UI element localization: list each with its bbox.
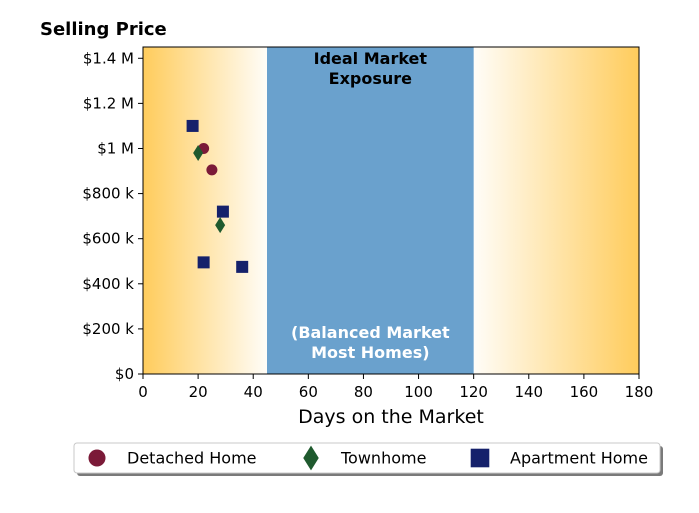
x-tick-label: 40 xyxy=(244,383,263,401)
band-rect xyxy=(267,47,474,374)
data-point xyxy=(206,164,218,176)
data-point xyxy=(197,256,210,269)
legend-label: Apartment Home xyxy=(510,449,648,468)
x-tick-label: 60 xyxy=(299,383,318,401)
background-gradient-right xyxy=(473,47,639,374)
band-label-bottom-line: (Balanced Market xyxy=(291,323,450,342)
plot-background xyxy=(143,47,639,374)
x-tick-label: 180 xyxy=(625,383,654,401)
x-tick-label: 120 xyxy=(459,383,488,401)
band-label-top-line: Ideal Market xyxy=(314,49,428,68)
legend-marker xyxy=(470,448,490,468)
data-point xyxy=(215,217,226,234)
background-gradient-left xyxy=(143,47,267,374)
x-tick-label: 80 xyxy=(354,383,373,401)
x-tick-label: 140 xyxy=(514,383,543,401)
y-tick-label: $0 xyxy=(115,365,134,383)
x-tick-label: 0 xyxy=(138,383,148,401)
legend-marker xyxy=(88,449,106,467)
x-axis: 0 20 40 60 80 100 120 140 160 180 xyxy=(138,374,653,401)
data-point xyxy=(236,260,249,273)
legend-label: Detached Home xyxy=(127,449,257,468)
y-tick-label: $1.4 M xyxy=(83,49,134,67)
data-point xyxy=(186,119,199,132)
y-tick-label: $1.2 M xyxy=(83,94,134,112)
x-tick-label: 160 xyxy=(570,383,599,401)
legend-label: Townhome xyxy=(340,449,426,468)
data-point xyxy=(193,144,204,161)
x-axis-title: Days on the Market xyxy=(298,406,484,428)
plot-frame xyxy=(142,46,640,375)
x-tick-label: 20 xyxy=(189,383,208,401)
data-point xyxy=(216,205,229,218)
x-tick-label: 100 xyxy=(404,383,433,401)
legend-box xyxy=(73,442,661,474)
y-tick-label: $1 M xyxy=(97,139,134,157)
y-tick-label: $400 k xyxy=(82,275,134,293)
y-axis: $0 $200 k $400 k $600 k $800 k $1 M $1.2 M $1.4… xyxy=(82,49,143,383)
band-label-top-line: Exposure xyxy=(329,69,413,88)
y-tick-label: $800 k xyxy=(82,185,134,203)
band-label-bottom-line: Most Homes) xyxy=(311,343,429,362)
legend-marker xyxy=(303,445,319,471)
points-layer xyxy=(186,119,249,273)
y-tick-label: $600 k xyxy=(82,230,134,248)
legend: Detached Home Townhome Apartment Home xyxy=(73,442,663,476)
y-tick-label: $200 k xyxy=(82,320,134,338)
y-axis-title: Selling Price xyxy=(40,19,167,40)
